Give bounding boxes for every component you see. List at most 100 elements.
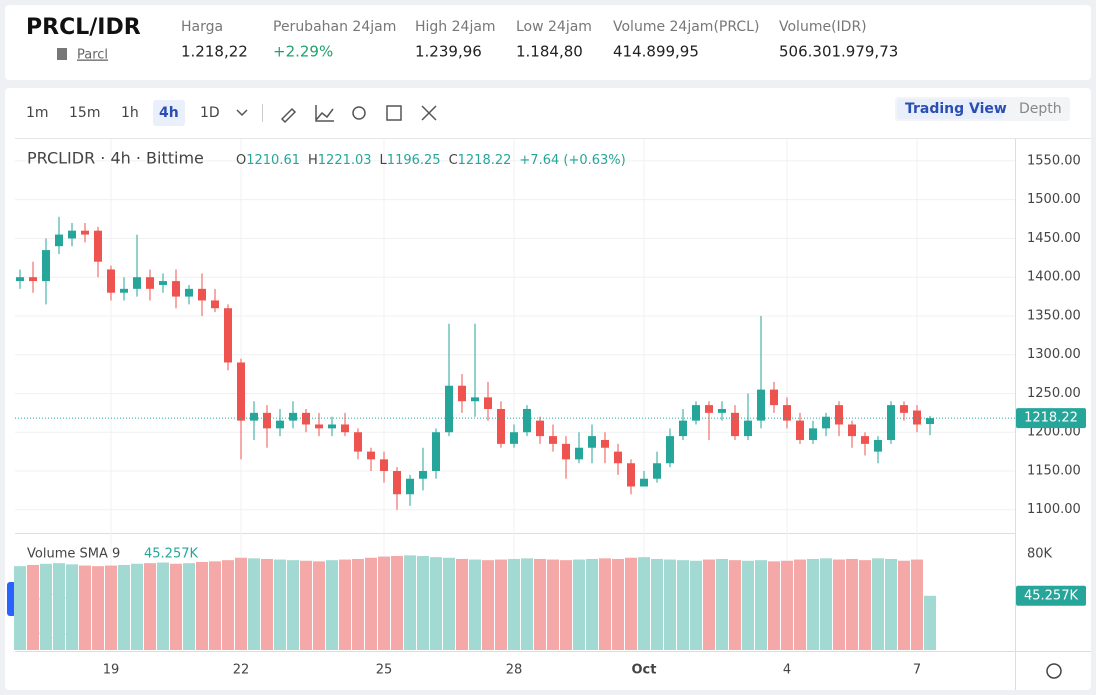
volume-bar — [287, 560, 299, 650]
interval[interactable]: 1D — [200, 105, 220, 121]
interval[interactable]: 1m — [26, 105, 49, 121]
candle-body — [835, 405, 843, 425]
y-tick-label: 1550.00 — [1027, 153, 1081, 168]
volume-bar — [625, 557, 637, 650]
volume-bar — [690, 560, 702, 650]
candle-body — [913, 410, 921, 425]
candle-body — [276, 420, 284, 429]
interval[interactable]: 4h — [159, 105, 179, 121]
view-tab[interactable]: Trading View — [905, 101, 1007, 117]
candle-body — [614, 451, 622, 464]
volume-bar — [599, 558, 611, 650]
candle-body — [874, 439, 882, 452]
volume-bar — [92, 566, 104, 650]
volume-bar — [144, 563, 156, 650]
candle-body — [575, 447, 583, 460]
volume-bar — [53, 563, 65, 650]
interval[interactable]: 15m — [69, 105, 100, 121]
volume-bar — [820, 558, 832, 650]
candle-body — [744, 420, 752, 437]
volume-bar — [651, 558, 663, 650]
volume-bar — [352, 558, 364, 650]
candle-body — [887, 405, 895, 440]
divider — [15, 138, 1091, 139]
candle-body — [224, 308, 232, 363]
ohlc-value: 1210.61 — [246, 153, 300, 168]
candle-body — [211, 300, 219, 309]
volume-bar — [677, 560, 689, 650]
candle-body — [731, 412, 739, 437]
volume-bar — [183, 563, 195, 650]
settings-icon[interactable] — [1046, 663, 1062, 679]
tool-icons[interactable] — [236, 105, 437, 124]
ohlc-key: O — [236, 153, 246, 168]
candle-body — [42, 250, 50, 282]
stat-value: 506.301.979,73 — [779, 43, 898, 61]
volume-bar — [40, 563, 52, 650]
view-tab-active — [897, 99, 1003, 119]
symbol: PRCL/IDR — [26, 15, 141, 40]
ohlc-value: 1196.25 — [387, 153, 441, 168]
volume-bar — [807, 558, 819, 650]
link[interactable]: Parcl — [77, 48, 108, 63]
volume-bar — [443, 557, 455, 650]
volume-title: Volume SMA 9 — [27, 547, 120, 562]
candle-body — [133, 277, 141, 289]
volume-bar — [521, 558, 533, 650]
candle-body — [705, 405, 713, 413]
interval[interactable]: 1h — [121, 105, 139, 121]
candle-body — [367, 451, 375, 460]
volume-bar — [404, 555, 416, 650]
volume-bar — [339, 559, 351, 650]
candle-body — [640, 478, 648, 487]
candle-body — [822, 416, 830, 429]
volume-bar — [235, 557, 247, 650]
volume-bar — [885, 558, 897, 650]
volume-bar — [105, 565, 117, 650]
time-axis-line — [15, 651, 1091, 652]
volume-bar — [79, 565, 91, 650]
candle-body — [627, 463, 635, 487]
volume-bar — [898, 560, 910, 650]
candle-body — [809, 428, 817, 440]
y-tick-label: 1150.00 — [1027, 463, 1081, 478]
candle-body — [263, 412, 271, 429]
volume-bar — [391, 555, 403, 650]
candle-body — [302, 412, 310, 425]
pane-toggle[interactable] — [7, 582, 16, 616]
y-tick-label: 1450.00 — [1027, 231, 1081, 246]
volume-bar — [66, 564, 78, 650]
volume-sma: 45.257K — [144, 547, 198, 562]
volume-bar — [924, 595, 936, 650]
volume-bar — [664, 559, 676, 650]
candle-body — [757, 389, 765, 421]
y-tick-label: 1350.00 — [1027, 308, 1081, 323]
pane-divider — [15, 533, 1015, 534]
candle-body — [848, 424, 856, 437]
candle-body — [107, 269, 115, 293]
volume-bar — [378, 556, 390, 650]
candle-body — [354, 432, 362, 452]
volume-bar — [326, 560, 338, 650]
y-tick-label: 1250.00 — [1027, 386, 1081, 401]
volume-bar — [859, 560, 871, 650]
price-axis-line — [1015, 139, 1016, 690]
volume-bar — [365, 557, 377, 650]
volume-bar — [846, 558, 858, 650]
volume-bar — [300, 560, 312, 650]
view-tab[interactable]: Depth — [1019, 101, 1062, 117]
ohlc-key: H — [308, 153, 318, 168]
y-tick-label: 1400.00 — [1027, 270, 1081, 285]
candle-body — [510, 432, 518, 444]
candle-body — [380, 459, 388, 471]
candle-body — [718, 408, 726, 413]
candle-body — [471, 397, 479, 402]
candle-body — [250, 412, 258, 421]
x-tick-label: Oct — [632, 663, 657, 678]
y-tick-label: 1100.00 — [1027, 502, 1081, 517]
candle-body — [159, 281, 167, 285]
volume-bar — [248, 558, 260, 650]
candle-body — [783, 405, 791, 421]
candle-body — [445, 385, 453, 433]
